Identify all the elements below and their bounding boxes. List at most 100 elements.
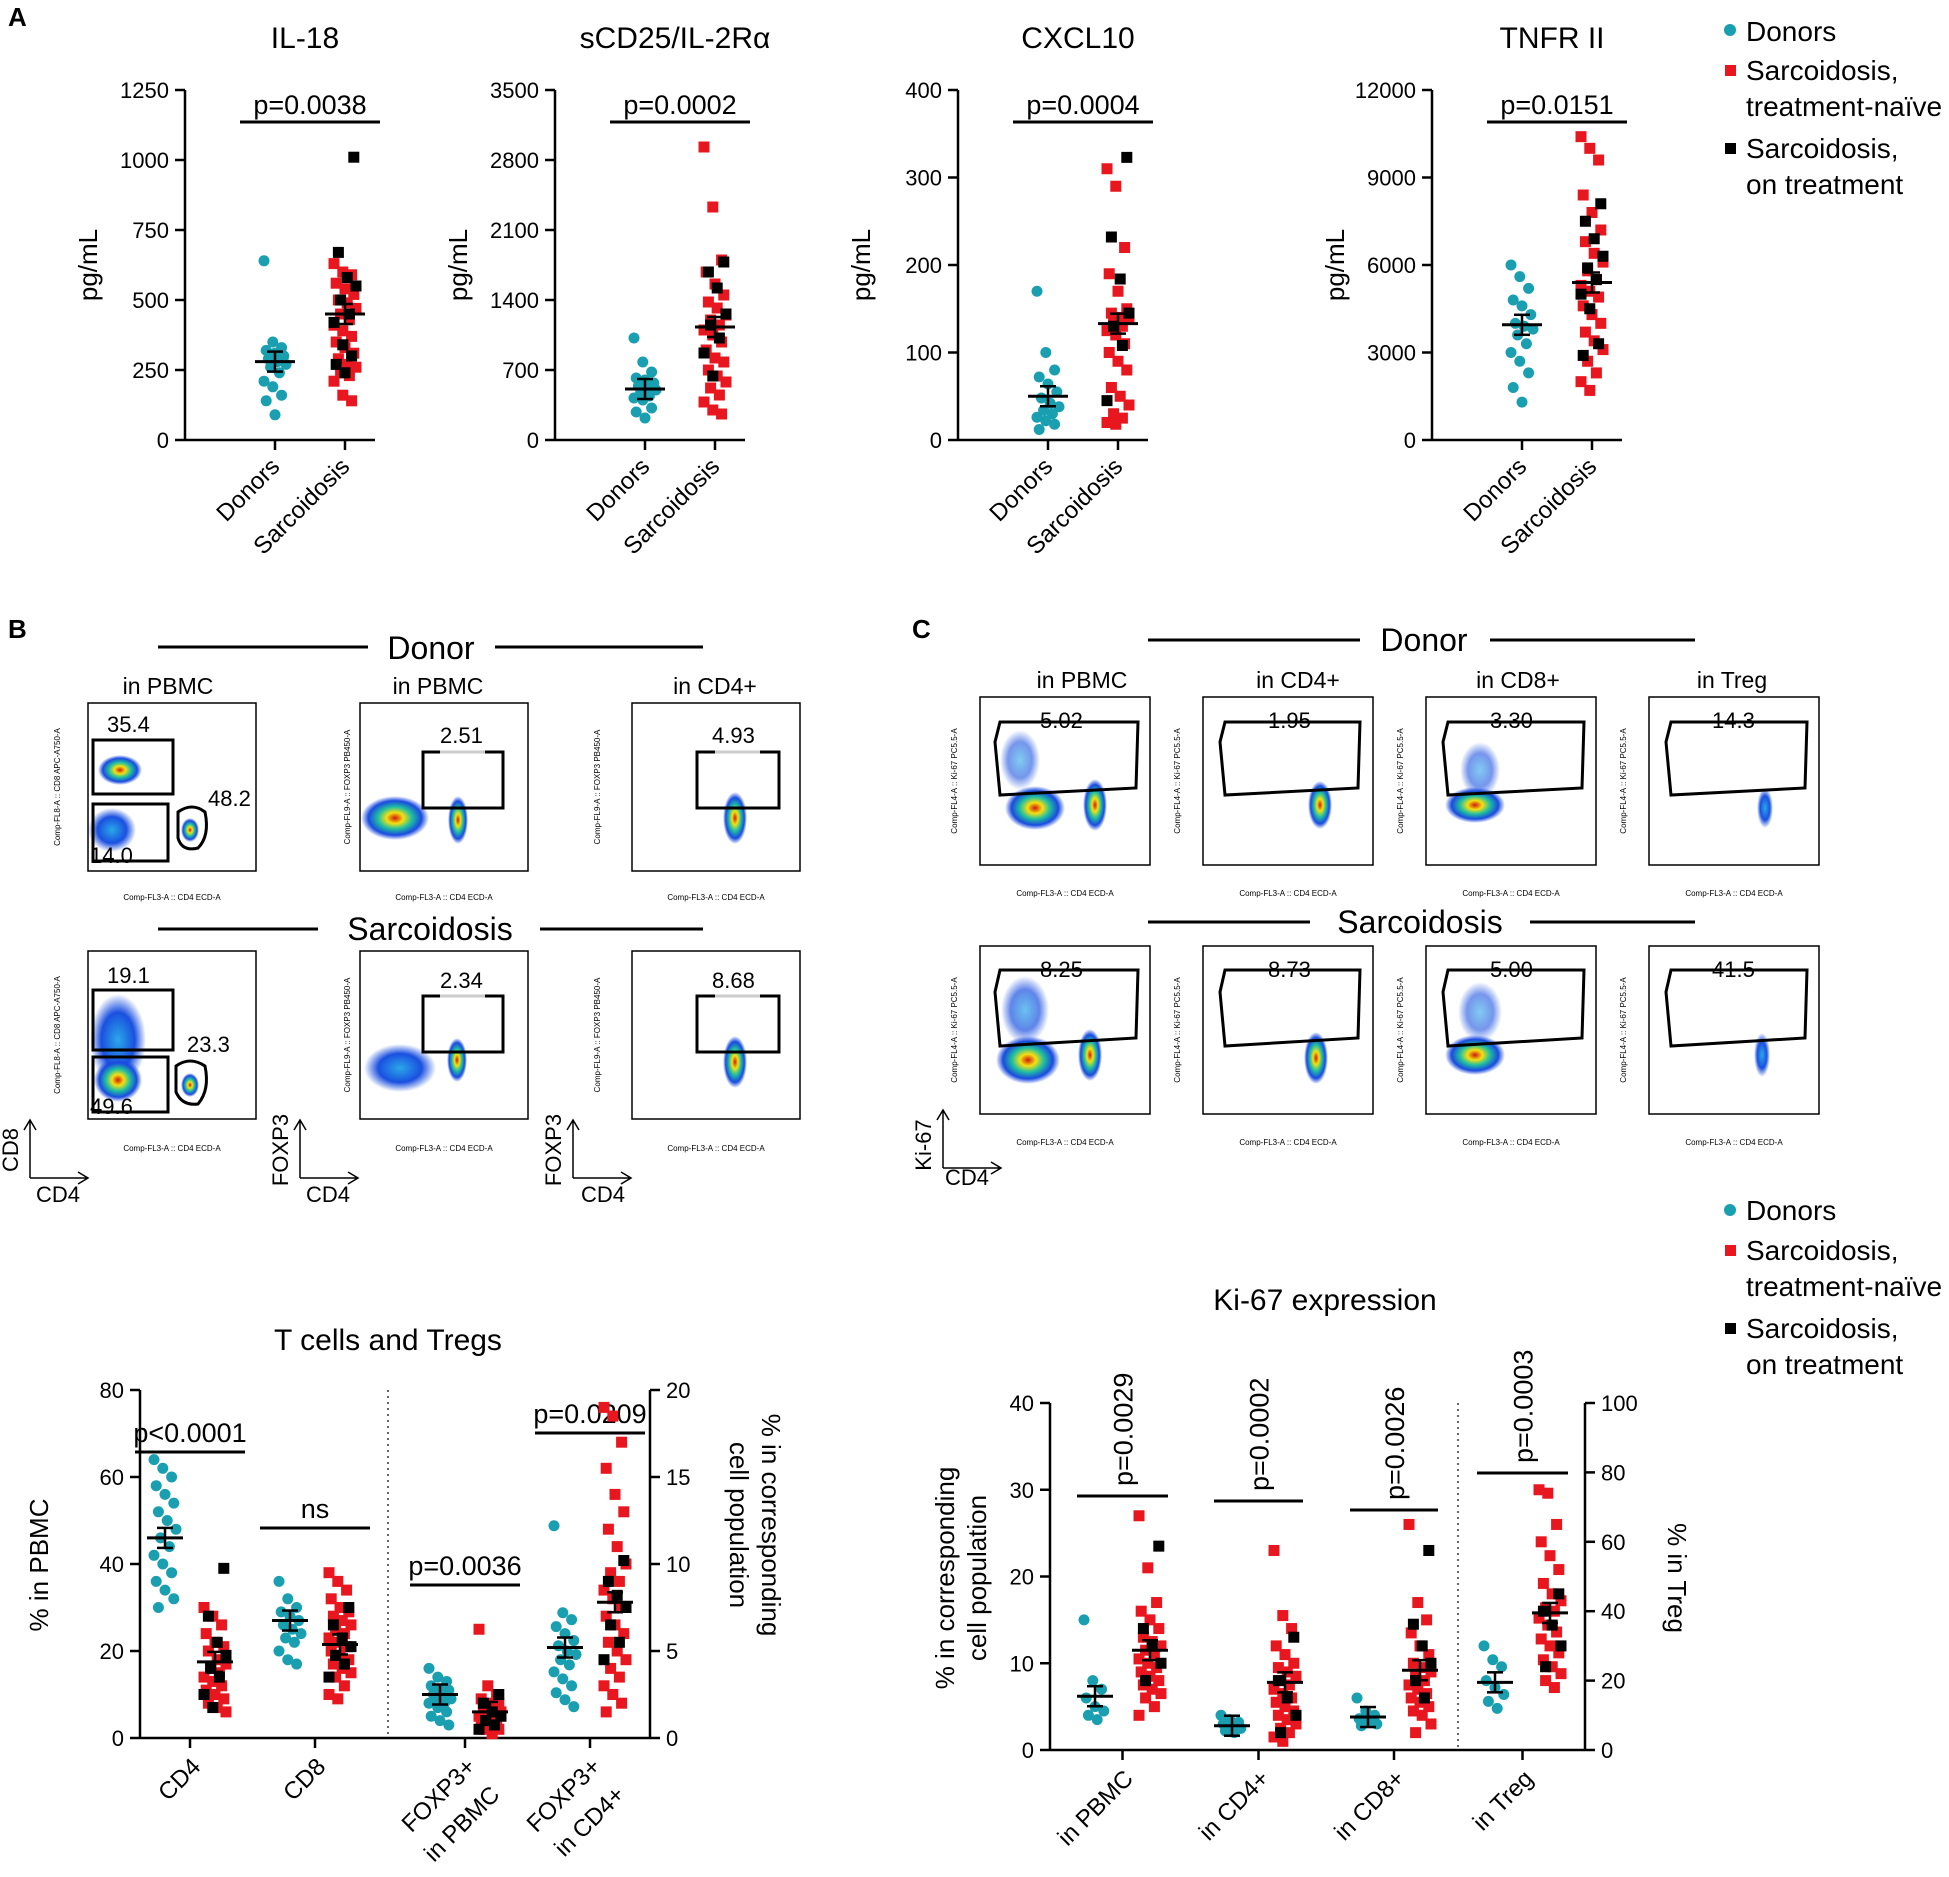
legend-marker-naive <box>1725 65 1736 76</box>
data-point-treated <box>1146 1640 1158 1652</box>
data-point-donor <box>1523 282 1535 294</box>
data-point-donor <box>288 1636 300 1648</box>
data-point-naive <box>1272 1662 1284 1674</box>
data-point-treated <box>211 1636 223 1648</box>
panel-label-c: C <box>912 614 931 644</box>
x-axis-small: Comp-FL3-A :: CD4 ECD-A <box>1462 889 1560 898</box>
y-tick-label: 0 <box>112 1726 124 1751</box>
data-point-donor <box>563 1659 575 1671</box>
data-point-donor <box>267 336 279 348</box>
data-point-naive <box>1272 1709 1284 1721</box>
data-point-naive <box>1112 355 1124 367</box>
gate-value: 41.5 <box>1712 957 1755 982</box>
data-point-treated <box>207 1702 219 1714</box>
data-point-naive <box>348 288 360 300</box>
data-point-treated <box>1137 1623 1149 1635</box>
x-axis-small: Comp-FL3-A :: CD4 ECD-A <box>395 1144 493 1153</box>
legend-marker-treated <box>1725 143 1736 154</box>
chart-title: Ki-67 expression <box>1213 1284 1436 1317</box>
axis-label-x: CD4 <box>306 1182 350 1207</box>
y-axis-small: Comp-FL4-A :: Ki-67 PC5.5-A <box>1619 728 1628 834</box>
p-value-label: p=0.0004 <box>1026 90 1139 120</box>
data-point-donor <box>566 1614 578 1626</box>
y-tick-label: 30 <box>1010 1478 1034 1503</box>
cytokine-chart: TNFR II030006000900012000pg/mLDonorsSarc… <box>1320 22 1627 560</box>
data-point-naive <box>618 1506 630 1518</box>
chart-title: T cells and Tregs <box>274 1324 502 1357</box>
data-point-donor <box>282 1593 294 1605</box>
data-point-naive <box>702 364 714 376</box>
y-axis-small: Comp-FL9-A :: FOXP3 PB450-A <box>343 977 352 1092</box>
x-axis-small: Comp-FL3-A :: CD4 ECD-A <box>123 893 221 902</box>
y-tick-label: 1000 <box>120 148 169 173</box>
data-point-donor <box>157 1462 169 1474</box>
data-point-donor <box>159 1488 171 1500</box>
col-title-pbmc-2: in PBMC <box>393 673 484 699</box>
data-point-naive <box>1270 1696 1282 1708</box>
y-tick-label: 0 <box>930 428 942 453</box>
data-point-treated <box>618 1555 630 1567</box>
data-point-naive <box>1553 1647 1565 1659</box>
y-tick-label: 750 <box>132 218 169 243</box>
data-point-treated <box>1275 1727 1287 1739</box>
data-point-donor <box>639 412 651 424</box>
data-point-naive <box>334 1602 346 1613</box>
y-axis-small: Comp-FL4-A :: Ki-67 PC5.5-A <box>950 977 959 1083</box>
data-point-naive <box>220 1706 232 1718</box>
data-point-naive <box>598 1680 610 1692</box>
data-point-treated <box>205 1662 217 1674</box>
legend-label-donors: Donors <box>1746 1195 1836 1226</box>
data-point-donor <box>260 344 272 356</box>
chart-title: CXCL10 <box>1021 22 1134 55</box>
data-point-naive <box>713 319 725 331</box>
flow-panel-b: Donor Sarcoidosis in PBMC in PBMC in CD4… <box>0 630 801 1207</box>
data-point-naive <box>1595 224 1607 236</box>
data-point-donor <box>282 1654 294 1666</box>
data-point-naive <box>1575 376 1587 388</box>
data-point-naive <box>1416 1662 1428 1674</box>
data-point-naive <box>1277 1735 1289 1747</box>
data-point-naive <box>493 1697 505 1709</box>
group: in CD8+ p=0.0026 <box>1329 1387 1438 1846</box>
data-point-naive <box>1553 1564 1565 1576</box>
data-point-treated <box>1290 1709 1302 1721</box>
data-point-naive <box>1103 268 1115 280</box>
data-point-naive <box>1575 131 1587 143</box>
data-point-treated <box>613 1636 625 1648</box>
data-point-donor <box>646 366 658 378</box>
data-point-donor <box>1516 396 1528 408</box>
data-point-naive <box>1403 1679 1415 1691</box>
data-point-naive <box>1597 344 1609 356</box>
data-point-naive <box>1537 1577 1549 1589</box>
data-point-donor <box>1040 415 1052 427</box>
data-point-naive <box>1548 1682 1560 1694</box>
legend-bottom: Donors Sarcoidosis, treatment-naïve Sarc… <box>1724 1195 1942 1380</box>
data-point-donor <box>258 255 270 267</box>
data-point-naive <box>1116 320 1128 332</box>
data-point-treated <box>338 1658 350 1670</box>
data-point-donor <box>1498 1688 1510 1700</box>
data-point-naive <box>1412 1597 1424 1609</box>
y-axis-small: Comp-FL8-A :: CD8 APC-A750-A <box>53 727 62 845</box>
y-tick-label: 3000 <box>1367 341 1416 366</box>
data-point-naive <box>325 1593 337 1605</box>
p-value-label: p=0.0029 <box>1109 1373 1139 1486</box>
data-point-naive <box>1286 1623 1298 1635</box>
data-point-naive <box>1584 142 1596 154</box>
data-point-naive <box>1110 329 1122 341</box>
data-point-treated <box>1593 338 1605 350</box>
y-axis-label-right: % in Treg <box>1662 1523 1692 1633</box>
data-point-treated <box>335 294 347 306</box>
data-point-naive <box>1546 1588 1558 1600</box>
y-axis-small: Comp-FL4-A :: Ki-67 PC5.5-A <box>950 728 959 834</box>
data-point-donor <box>1480 1675 1492 1687</box>
data-point-treated <box>1588 233 1600 245</box>
data-point-treated <box>1537 1605 1549 1617</box>
data-point-donor <box>557 1673 569 1685</box>
data-point-treated <box>1546 1619 1558 1631</box>
p-value-label: p=0.0209 <box>533 1399 646 1429</box>
data-point-naive <box>1586 207 1598 218</box>
data-point-naive <box>1290 1670 1302 1682</box>
gate-value-cd4: 48.2 <box>208 786 251 811</box>
data-point-naive <box>1268 1731 1280 1743</box>
